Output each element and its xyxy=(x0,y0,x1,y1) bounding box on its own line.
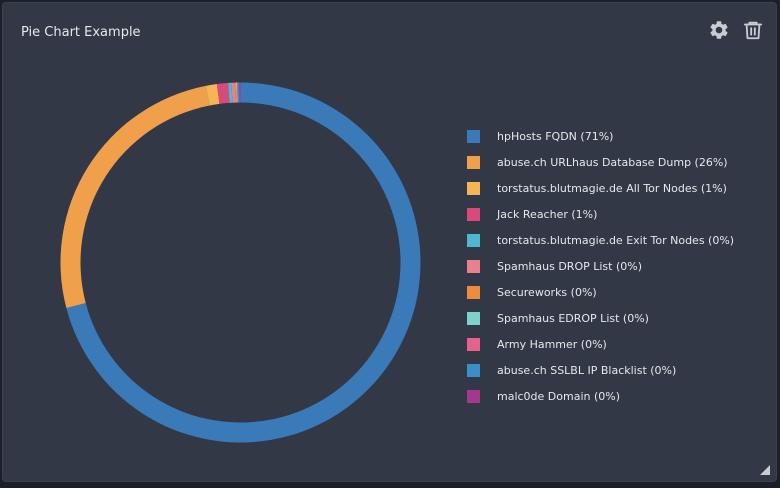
donut-chart xyxy=(60,82,421,443)
legend-label: torstatus.blutmagie.de Exit Tor Nodes (0… xyxy=(497,233,735,247)
widget-title: Pie Chart Example xyxy=(21,25,141,40)
donut-slice-7[interactable] xyxy=(235,82,238,103)
trash-icon[interactable] xyxy=(742,19,764,41)
legend-swatch xyxy=(467,155,480,169)
legend-label: Spamhaus DROP List (0%) xyxy=(497,259,642,273)
legend-swatch xyxy=(467,181,480,195)
legend-item[interactable]: torstatus.blutmagie.de All Tor Nodes (1%… xyxy=(467,175,734,201)
donut-slice-5[interactable] xyxy=(231,82,236,103)
legend-item[interactable]: Spamhaus DROP List (0%) xyxy=(467,253,734,279)
legend-swatch xyxy=(467,129,480,143)
legend-label: Spamhaus EDROP List (0%) xyxy=(497,311,649,325)
legend-swatch xyxy=(467,259,480,273)
donut-slice-3[interactable] xyxy=(216,82,230,104)
legend-item[interactable]: Army Hammer (0%) xyxy=(467,331,734,357)
donut-slice-6[interactable] xyxy=(234,82,237,103)
legend-label: Secureworks (0%) xyxy=(497,285,597,299)
legend-item[interactable]: abuse.ch SSLBL IP Blacklist (0%) xyxy=(467,357,734,383)
legend-item[interactable]: torstatus.blutmagie.de Exit Tor Nodes (0… xyxy=(467,227,734,253)
legend-label: torstatus.blutmagie.de All Tor Nodes (1%… xyxy=(497,181,727,195)
legend-swatch xyxy=(467,285,480,299)
donut-slice-9[interactable] xyxy=(238,82,240,103)
legend-swatch xyxy=(467,389,480,403)
legend-label: Army Hammer (0%) xyxy=(497,337,607,351)
legend-item[interactable]: hpHosts FQDN (71%) xyxy=(467,123,734,149)
legend-item[interactable]: abuse.ch URLhaus Database Dump (26%) xyxy=(467,149,734,175)
legend-swatch xyxy=(467,363,480,377)
resize-handle-icon[interactable] xyxy=(760,465,770,475)
chart-legend: hpHosts FQDN (71%) abuse.ch URLhaus Datab… xyxy=(467,123,734,409)
legend-label: abuse.ch URLhaus Database Dump (26%) xyxy=(497,155,728,169)
donut-slice-4[interactable] xyxy=(228,82,233,103)
legend-swatch xyxy=(467,311,480,325)
legend-item[interactable]: Secureworks (0%) xyxy=(467,279,734,305)
legend-label: abuse.ch SSLBL IP Blacklist (0%) xyxy=(497,363,677,377)
gear-icon[interactable] xyxy=(708,19,730,41)
legend-item[interactable]: Spamhaus EDROP List (0%) xyxy=(467,305,734,331)
legend-item[interactable]: Jack Reacher (1%) xyxy=(467,201,734,227)
legend-swatch xyxy=(467,337,480,351)
donut-slice-1[interactable] xyxy=(60,85,210,309)
donut-slice-2[interactable] xyxy=(205,84,220,106)
legend-label: hpHosts FQDN (71%) xyxy=(497,129,614,143)
legend-label: malc0de Domain (0%) xyxy=(497,389,621,403)
legend-label: Jack Reacher (1%) xyxy=(497,207,598,221)
legend-swatch xyxy=(467,233,480,247)
pie-chart-widget: Pie Chart Example hpHosts FQDN (71%) abus… xyxy=(2,2,777,482)
legend-swatch xyxy=(467,207,480,221)
donut-slice-8[interactable] xyxy=(237,82,239,103)
donut-slice-10[interactable] xyxy=(239,82,241,103)
legend-item[interactable]: malc0de Domain (0%) xyxy=(467,383,734,409)
